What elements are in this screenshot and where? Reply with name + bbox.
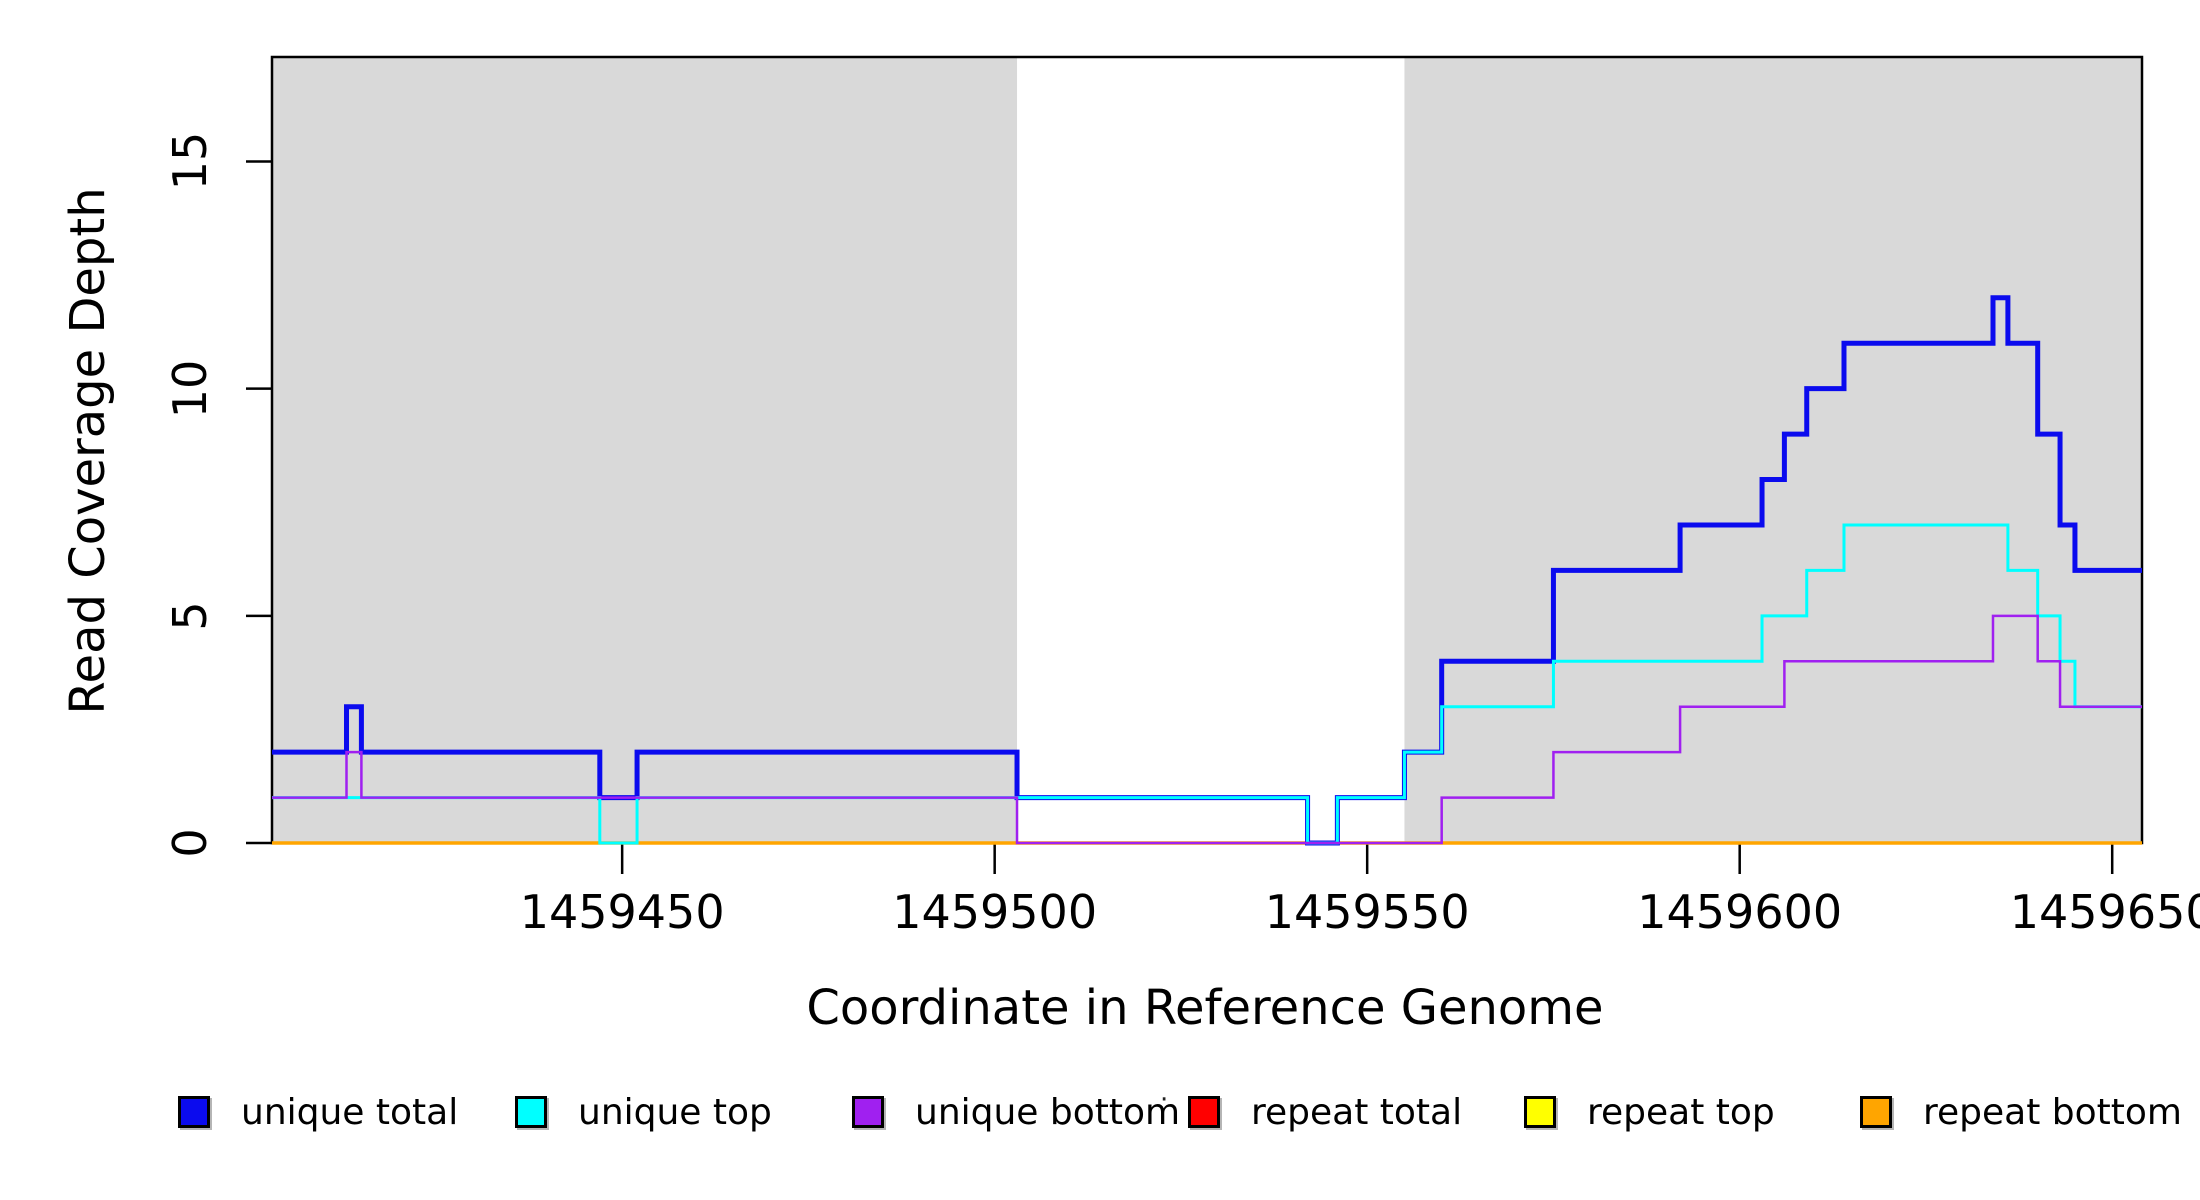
- legend-item-unique-total: unique total: [178, 1085, 458, 1139]
- x-tick-label: 1459500: [892, 885, 1098, 939]
- legend-item-unique-top: unique top: [515, 1085, 772, 1139]
- legend-label: unique total: [241, 1091, 459, 1133]
- y-tick-label: 5: [163, 601, 217, 631]
- legend-label: repeat total: [1251, 1091, 1463, 1133]
- y-tick-label: 0: [163, 828, 217, 858]
- stray-mark: ·: [1160, 1085, 1169, 1115]
- unique-total-swatch-icon: [178, 1096, 210, 1128]
- shaded-region-0: [272, 57, 1018, 843]
- legend-label: repeat bottom: [1923, 1091, 2182, 1133]
- y-tick-label: 15: [163, 132, 217, 191]
- x-tick-label: 1459450: [519, 885, 725, 939]
- series-unique-top: [272, 523, 2142, 845]
- x-axis-title: Coordinate in Reference Genome: [806, 980, 1604, 1036]
- legend-label: unique top: [578, 1091, 772, 1133]
- series-unique-bottom: [272, 614, 2142, 845]
- x-tick-label: 1459650: [2009, 885, 2200, 939]
- legend-item-repeat-bottom: repeat bottom: [1860, 1085, 2182, 1139]
- x-tick-label: 1459600: [1637, 885, 1843, 939]
- legend-label: unique bottom: [915, 1091, 1181, 1133]
- legend-item-repeat-total: repeat total: [1188, 1085, 1462, 1139]
- unique-bottom-swatch-icon: [852, 1096, 884, 1128]
- repeat-total-swatch-icon: [1188, 1096, 1220, 1128]
- y-axis-title: Read Coverage Depth: [60, 187, 116, 715]
- legend-item-unique-bottom: unique bottom: [852, 1085, 1180, 1139]
- legend: unique total unique top unique bottom re…: [0, 1085, 2200, 1145]
- legend-label: repeat top: [1587, 1091, 1775, 1133]
- unique-top-swatch-icon: [515, 1096, 547, 1128]
- repeat-top-swatch-icon: [1524, 1096, 1556, 1128]
- repeat-bottom-swatch-icon: [1860, 1096, 1892, 1128]
- y-tick-label: 10: [163, 359, 217, 418]
- shaded-region-1: [1404, 57, 2142, 843]
- x-tick-label: 1459550: [1264, 885, 1470, 939]
- legend-item-repeat-top: repeat top: [1524, 1085, 1775, 1139]
